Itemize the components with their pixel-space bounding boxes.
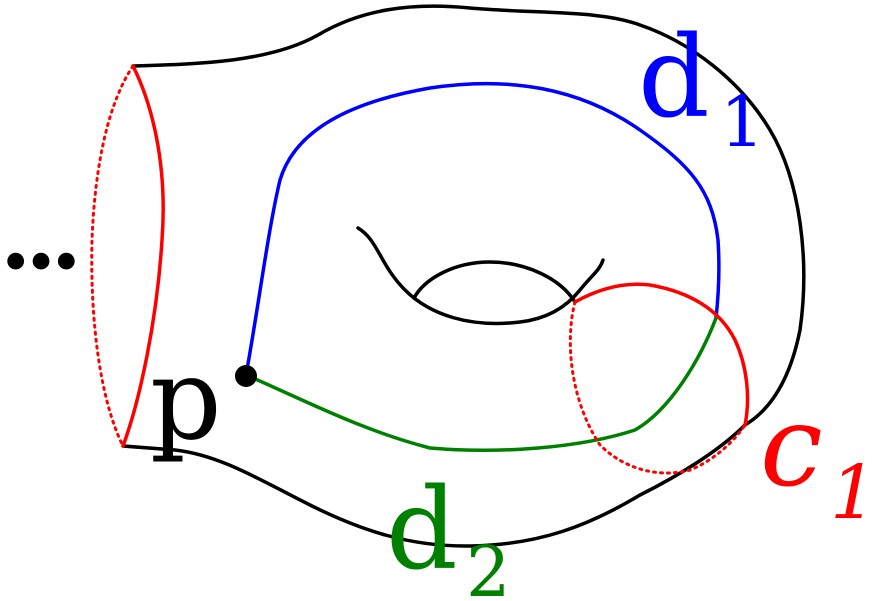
d1-label: d 1: [638, 13, 765, 163]
curve-d2: [244, 316, 718, 452]
point-p-label: p: [150, 335, 222, 465]
d1-label-subscript: 1: [720, 81, 765, 163]
curve-d1: [244, 81, 721, 377]
c1-label-main: c: [760, 382, 823, 512]
d2-label-subscript: 2: [466, 531, 511, 601]
boundary-front-solid: [121, 64, 165, 448]
surface-bottom-outline: [121, 423, 747, 548]
c1-label-subscript: 1: [830, 450, 877, 536]
surface-top-outline: [131, 4, 806, 427]
d1-label-main: d: [638, 13, 710, 143]
point-p-dot: [235, 365, 257, 387]
ellipsis-label: ...: [0, 184, 76, 290]
boundary-back-dotted: [90, 64, 135, 448]
d2-label-main: d: [386, 465, 458, 595]
curve-c1-front-solid: [573, 282, 750, 427]
c1-label: c 1: [760, 382, 877, 536]
d2-label: d 2: [386, 465, 511, 601]
torus-hole-lower-curve: [412, 260, 577, 304]
curve-c1-back-dotted: [568, 300, 747, 475]
torus-hole-upper-curve: [356, 226, 605, 326]
